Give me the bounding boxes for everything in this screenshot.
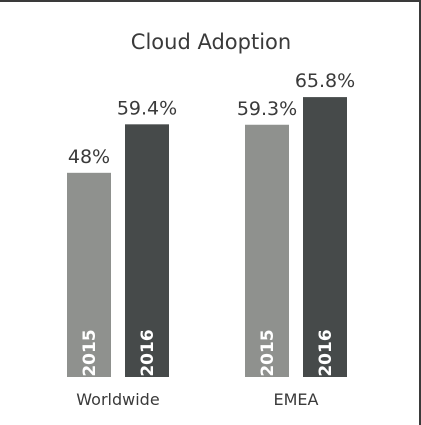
value-label-emea-2015: 59.3% (237, 98, 297, 120)
bar-emea-2016 (303, 97, 347, 377)
series-label-emea-2015: 2015 (258, 329, 278, 376)
bar-worldwide-2015 (67, 172, 111, 377)
category-label-worldwide: Worldwide (76, 390, 159, 409)
bar-emea-2015 (245, 124, 289, 378)
value-label-worldwide-2015: 48% (68, 146, 110, 168)
value-label-worldwide-2016: 59.4% (117, 97, 177, 119)
category-label-emea: EMEA (274, 390, 319, 409)
series-label-emea-2016: 2016 (316, 329, 336, 376)
value-label-emea-2016: 65.8% (295, 70, 355, 92)
chart-title: Cloud Adoption (131, 30, 291, 54)
series-label-worldwide-2015: 2015 (80, 329, 100, 376)
bars-group: 48% 2015 59.4% 2016 59.3% 2015 65.8% 2016 (67, 70, 355, 378)
series-label-worldwide-2016: 2016 (138, 329, 158, 376)
bar-worldwide-2016 (125, 124, 169, 377)
category-labels: Worldwide EMEA (76, 390, 318, 409)
